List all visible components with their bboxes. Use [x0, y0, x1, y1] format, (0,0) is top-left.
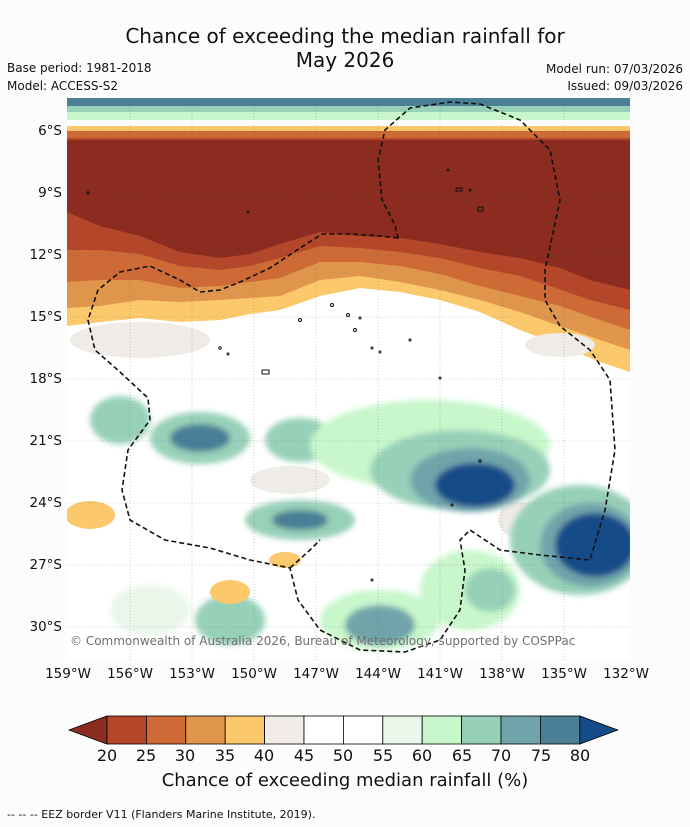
colorbar-swatch	[421, 715, 463, 745]
colorbar-swatch	[382, 715, 423, 745]
colorbar-tick: 55	[372, 746, 394, 765]
colorbar-arrow-high	[579, 715, 619, 745]
colorbar-tick: 60	[411, 746, 433, 765]
lon-label: 141°W	[417, 666, 463, 682]
colorbar-swatch	[145, 715, 187, 745]
lat-label: 6°S	[38, 123, 62, 139]
map-title-line1: Chance of exceeding the median rainfall …	[125, 24, 565, 48]
map-title-line2: May 2026	[295, 48, 395, 72]
colorbar-swatch	[264, 715, 305, 745]
colorbar-tick: 20	[96, 746, 118, 765]
lon-label: 153°W	[169, 666, 215, 682]
colorbar-tick: 40	[253, 746, 275, 765]
lon-label: 138°W	[479, 666, 525, 682]
lon-label: 132°W	[603, 666, 649, 682]
model-name: Model: ACCESS-S2	[7, 79, 119, 93]
colorbar-arrow-low	[67, 715, 108, 745]
lon-label: 150°W	[231, 666, 277, 682]
colorbar-tick: 65	[451, 746, 473, 765]
lat-label: 24°S	[29, 495, 63, 511]
lat-label: 15°S	[29, 309, 63, 325]
lon-label: 135°W	[541, 666, 587, 682]
model-run-date: Model run: 07/03/2026	[545, 62, 683, 76]
colorbar-tick: 30	[174, 746, 196, 765]
lat-label: 21°S	[29, 433, 63, 449]
lat-label: 18°S	[29, 371, 63, 387]
colorbar-tick: 75	[530, 746, 552, 765]
colorbar-tick: 70	[490, 746, 512, 765]
lon-label: 156°W	[107, 666, 153, 682]
colorbar-swatch	[461, 715, 502, 745]
colorbar-swatch	[342, 715, 384, 745]
eez-legend-note: -- -- -- EEZ border V11 (Flanders Marine…	[7, 808, 316, 821]
colorbar-title: Chance of exceeding median rainfall (%)	[161, 770, 529, 791]
copyright-notice: © Commonwealth of Australia 2026, Bureau…	[70, 634, 576, 648]
lon-label: 144°W	[355, 666, 401, 682]
colorbar-tick: 25	[135, 746, 157, 765]
lat-label: 30°S	[29, 619, 63, 635]
colorbar-swatch	[106, 715, 147, 745]
colorbar-swatch	[303, 715, 344, 745]
colorbar-tick: 45	[293, 746, 315, 765]
colorbar-swatch	[500, 715, 541, 745]
colorbar-swatch	[185, 715, 226, 745]
colorbar-tick: 80	[569, 746, 591, 765]
lat-label: 27°S	[29, 557, 63, 573]
lat-label: 12°S	[29, 247, 63, 263]
colorbar-tick: 35	[214, 746, 236, 765]
lon-label: 159°W	[45, 666, 91, 682]
colorbar-tick: 50	[332, 746, 354, 765]
colorbar-swatch	[540, 715, 581, 745]
issued-date: Issued: 09/03/2026	[567, 79, 683, 93]
colorbar	[67, 715, 619, 745]
lon-label: 147°W	[293, 666, 339, 682]
colorbar-swatch	[224, 715, 265, 745]
lat-label: 9°S	[38, 185, 62, 201]
base-period: Base period: 1981-2018	[7, 61, 152, 75]
